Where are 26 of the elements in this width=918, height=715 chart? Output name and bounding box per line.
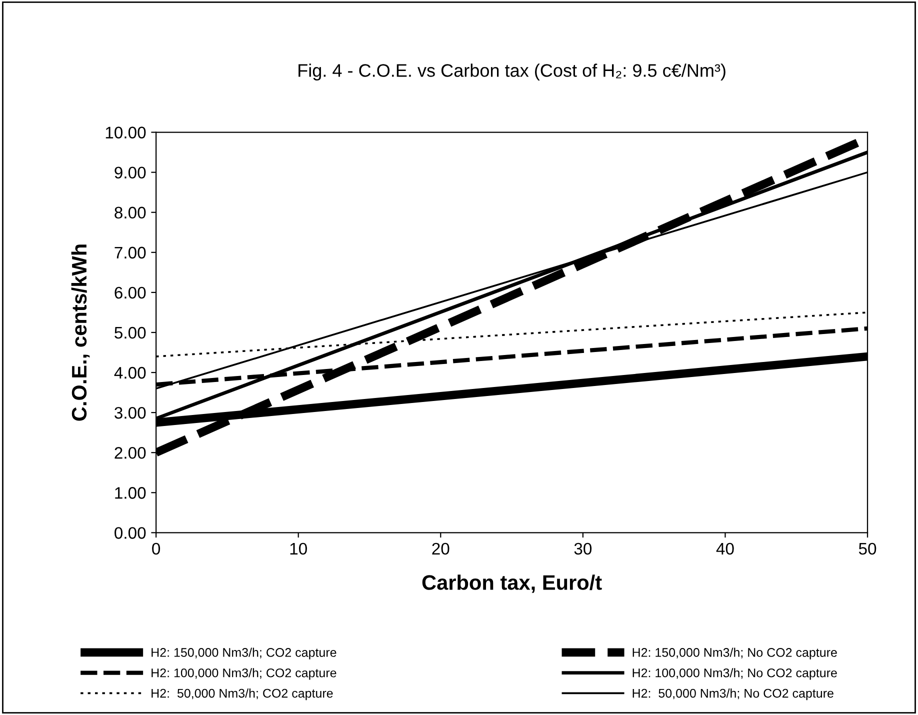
y-tick-label: 7.00	[114, 246, 146, 259]
y-tick-label: 5.00	[114, 326, 146, 339]
y-tick-label: 3.00	[114, 406, 146, 419]
x-tick-label: 20	[432, 542, 450, 555]
x-tick-label: 50	[858, 542, 876, 555]
x-tick-label: 0	[152, 542, 160, 555]
x-tick-label: 40	[716, 542, 734, 555]
y-tick-label: 9.00	[114, 166, 146, 179]
y-tick-label: 8.00	[114, 206, 146, 219]
y-tick-label: 6.00	[114, 286, 146, 299]
legend-label: H2: 50,000 Nm3/h; CO2 capture	[152, 688, 333, 700]
legend-label: H2: 100,000 Nm3/h; No CO2 capture	[632, 668, 837, 680]
x-tick-label: 10	[290, 542, 307, 555]
legend-label: H2: 150,000 Nm3/h; CO2 capture	[152, 648, 336, 660]
legend-label: H2: 100,000 Nm3/h; CO2 capture	[152, 668, 336, 680]
y-tick-label: 0.00	[114, 527, 146, 539]
y-tick-label: 10.00	[106, 126, 146, 138]
legend-label: H2: 150,000 Nm3/h; No CO2 capture	[632, 648, 837, 660]
y-tick-label: 2.00	[114, 446, 146, 459]
y-axis-title: C.O.E., cents/kWh	[71, 244, 90, 421]
y-tick-label: 4.00	[114, 366, 146, 379]
y-tick-label: 1.00	[115, 487, 146, 499]
x-axis-title: Carbon tax, Euro/t	[422, 574, 602, 593]
x-tick-label: 30	[574, 542, 592, 555]
legend-label: H2: 50,000 Nm3/h; No CO2 capture	[632, 688, 834, 700]
chart-title: Fig. 4 - C.O.E. vs Carbon tax (Cost of H₂: 9.5 c€/Nm³)	[298, 64, 726, 80]
